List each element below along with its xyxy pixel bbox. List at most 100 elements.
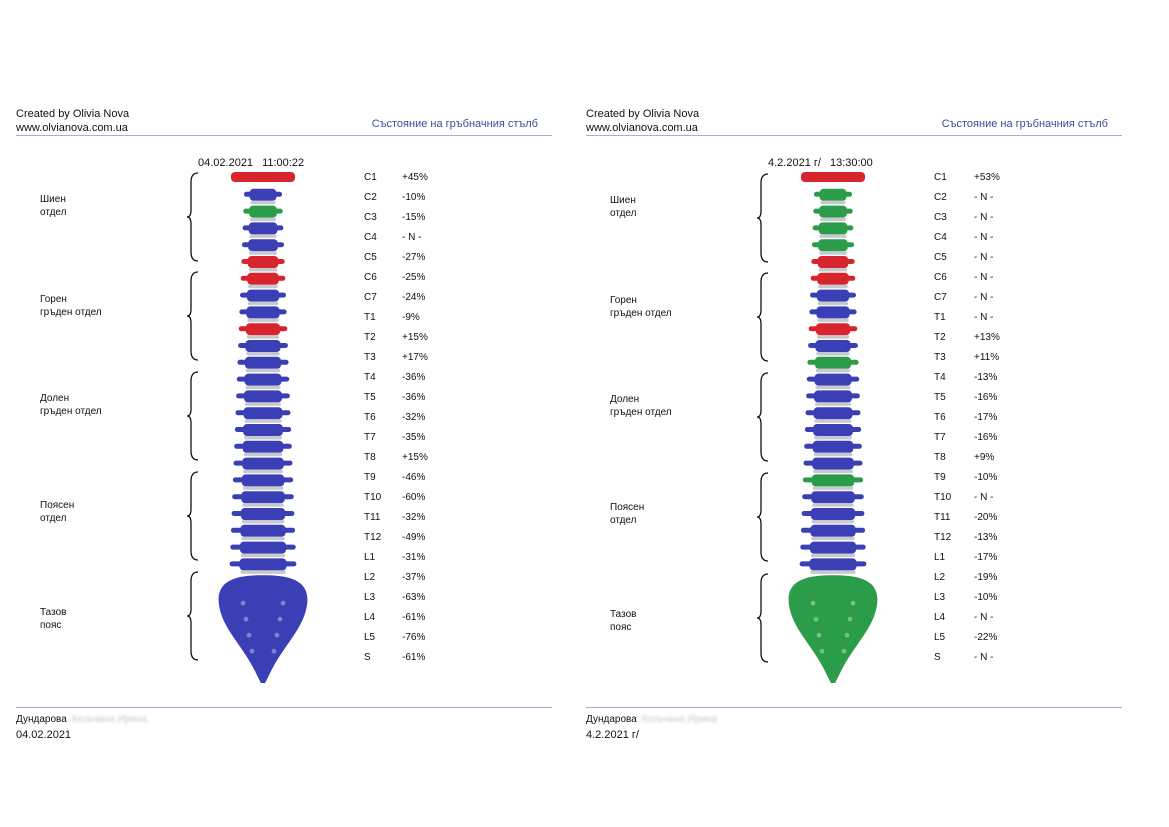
- region-label-lower-thoracic: Долен гръден отдел: [40, 392, 102, 418]
- vertebra-row-l1: L1 -31%: [364, 550, 484, 566]
- vertebra-c5: [241, 239, 285, 255]
- vertebra-code: L2: [934, 572, 946, 583]
- vertebra-l2: [801, 508, 865, 524]
- vertebra-deviation-value: -24%: [402, 292, 426, 303]
- vertebra-code: T2: [364, 332, 376, 343]
- vertebra-row-t3: T3 +11%: [934, 350, 1054, 366]
- vertebra-row-t3: T3 +17%: [364, 350, 484, 366]
- vertebra-t2: [809, 306, 857, 322]
- vertebra-row-c3: C3 -15%: [364, 210, 484, 226]
- vertebra-deviation-value: - N -: [974, 312, 994, 323]
- vertebra-deviation-value: +53%: [974, 172, 1000, 183]
- vertebra-c7: [240, 272, 286, 289]
- vertebra-deviation-value: -16%: [974, 432, 998, 443]
- vertebra-row-c6: C6 - N -: [934, 270, 1054, 286]
- vertebra-deviation-value: +15%: [402, 452, 428, 463]
- vertebra-row-t1: T1 - N -: [934, 310, 1054, 326]
- vertebra-deviation-value: -36%: [402, 392, 426, 403]
- region-label-line: Шиен: [40, 194, 66, 205]
- vertebra-row-l2: L2 -19%: [934, 570, 1054, 586]
- vertebra-l5: [229, 558, 297, 574]
- vertebra-code: T10: [934, 492, 952, 503]
- vertebra-row-c5: C5 -27%: [364, 250, 484, 266]
- vertebra-deviation-value: -17%: [974, 412, 998, 423]
- footer-date: 04.02.2021: [16, 729, 72, 741]
- report-right: Created by Olivia Nova www.olvianova.com…: [570, 0, 1130, 827]
- vertebra-code: S: [934, 652, 941, 663]
- vertebra-row-t2: T2 +13%: [934, 330, 1054, 346]
- vertebra-c1: [801, 172, 865, 182]
- vertebra-code: T5: [364, 392, 376, 403]
- vertebra-row-c1: C1 +53%: [934, 170, 1054, 186]
- region-label-line: Горен: [40, 294, 67, 305]
- vertebra-deviation-value: -35%: [402, 432, 426, 443]
- vertebra-l2: [231, 508, 295, 524]
- vertebra-row-t12: T12 -13%: [934, 530, 1054, 546]
- vertebra-t6: [236, 373, 290, 390]
- vertebra-c1: [231, 172, 295, 182]
- region-label-pelvis: Тазов пояс: [610, 608, 636, 634]
- vertebra-deviation-value: - N -: [974, 252, 994, 263]
- vertebra-code: L4: [364, 612, 376, 623]
- patient-surname: Дундарова: [586, 714, 637, 725]
- measurement-time: 13:30:00: [829, 157, 873, 169]
- vertebra-row-c2: C2 - N -: [934, 190, 1054, 206]
- vertebra-row-l5: L5 -76%: [364, 630, 484, 646]
- region-label-line: Поясен: [610, 502, 645, 513]
- vertebra-row-c2: C2 -10%: [364, 190, 484, 206]
- vertebra-row-c4: C4 - N -: [364, 230, 484, 246]
- vertebra-s: [788, 575, 878, 683]
- vertebra-l4: [230, 541, 296, 558]
- vertebra-code: T12: [364, 532, 382, 543]
- header-author: Created by Olivia Nova: [16, 108, 130, 120]
- footer-divider: [16, 707, 552, 708]
- vertebra-code: L5: [364, 632, 376, 643]
- vertebra-deviation-value: -31%: [402, 552, 426, 563]
- vertebra-deviation-value: -19%: [974, 572, 998, 583]
- vertebra-deviation-value: +45%: [402, 172, 428, 183]
- vertebra-t2: [239, 306, 287, 322]
- vertebra-deviation-value: - N -: [974, 272, 994, 283]
- vertebra-code: T4: [934, 372, 946, 383]
- report-left: Created by Olivia Nova www.olvianova.com…: [0, 0, 560, 827]
- vertebra-t11: [803, 457, 863, 474]
- vertebra-deviation-value: -61%: [402, 612, 426, 623]
- vertebra-row-c7: C7 - N -: [934, 290, 1054, 306]
- vertebra-code: T8: [934, 452, 946, 463]
- footer-date: 4.2.2021 г/: [586, 729, 639, 741]
- vertebra-row-t9: T9 -46%: [364, 470, 484, 486]
- region-label-line: Тазов: [610, 609, 637, 620]
- vertebra-t10: [234, 440, 292, 457]
- vertebra-row-t11: T11 -32%: [364, 510, 484, 526]
- vertebra-deviation-value: -60%: [402, 492, 426, 503]
- vertebra-deviation-value: - N -: [974, 492, 994, 503]
- vertebra-row-c6: C6 -25%: [364, 270, 484, 286]
- region-label-line: Долен: [610, 394, 640, 405]
- vertebra-deviation-value: -32%: [402, 412, 426, 423]
- vertebra-row-t10: T10 -60%: [364, 490, 484, 506]
- vertebra-t8: [805, 407, 861, 423]
- vertebra-deviation-value: +15%: [402, 332, 428, 343]
- bracket-pelvis: [756, 573, 770, 663]
- vertebra-s: [218, 575, 308, 683]
- vertebra-t8: [235, 407, 291, 423]
- region-label-line: отдел: [40, 207, 67, 218]
- report-title: Състояние на гръбначния стълб: [371, 118, 538, 130]
- vertebra-deviation-value: -13%: [974, 532, 998, 543]
- bracket-lower-thoracic: [186, 371, 200, 461]
- vertebra-code: C6: [364, 272, 377, 283]
- vertebra-deviation-value: - N -: [974, 212, 994, 223]
- vertebra-t9: [234, 424, 292, 440]
- vertebra-l1: [802, 491, 864, 507]
- measurement-date: 04.02.2021: [198, 157, 254, 169]
- vertebra-code: L1: [364, 552, 376, 563]
- patient-name: Дундарова Хельчана Ирина: [16, 714, 147, 725]
- vertebra-row-t11: T11 -20%: [934, 510, 1054, 526]
- bracket-cervical: [186, 172, 200, 262]
- vertebra-code: T5: [934, 392, 946, 403]
- vertebra-deviation-value: -22%: [974, 632, 998, 643]
- vertebra-row-t7: T7 -35%: [364, 430, 484, 446]
- vertebra-c4: [242, 222, 284, 238]
- footer-divider: [586, 707, 1122, 708]
- vertebra-t12: [802, 474, 864, 490]
